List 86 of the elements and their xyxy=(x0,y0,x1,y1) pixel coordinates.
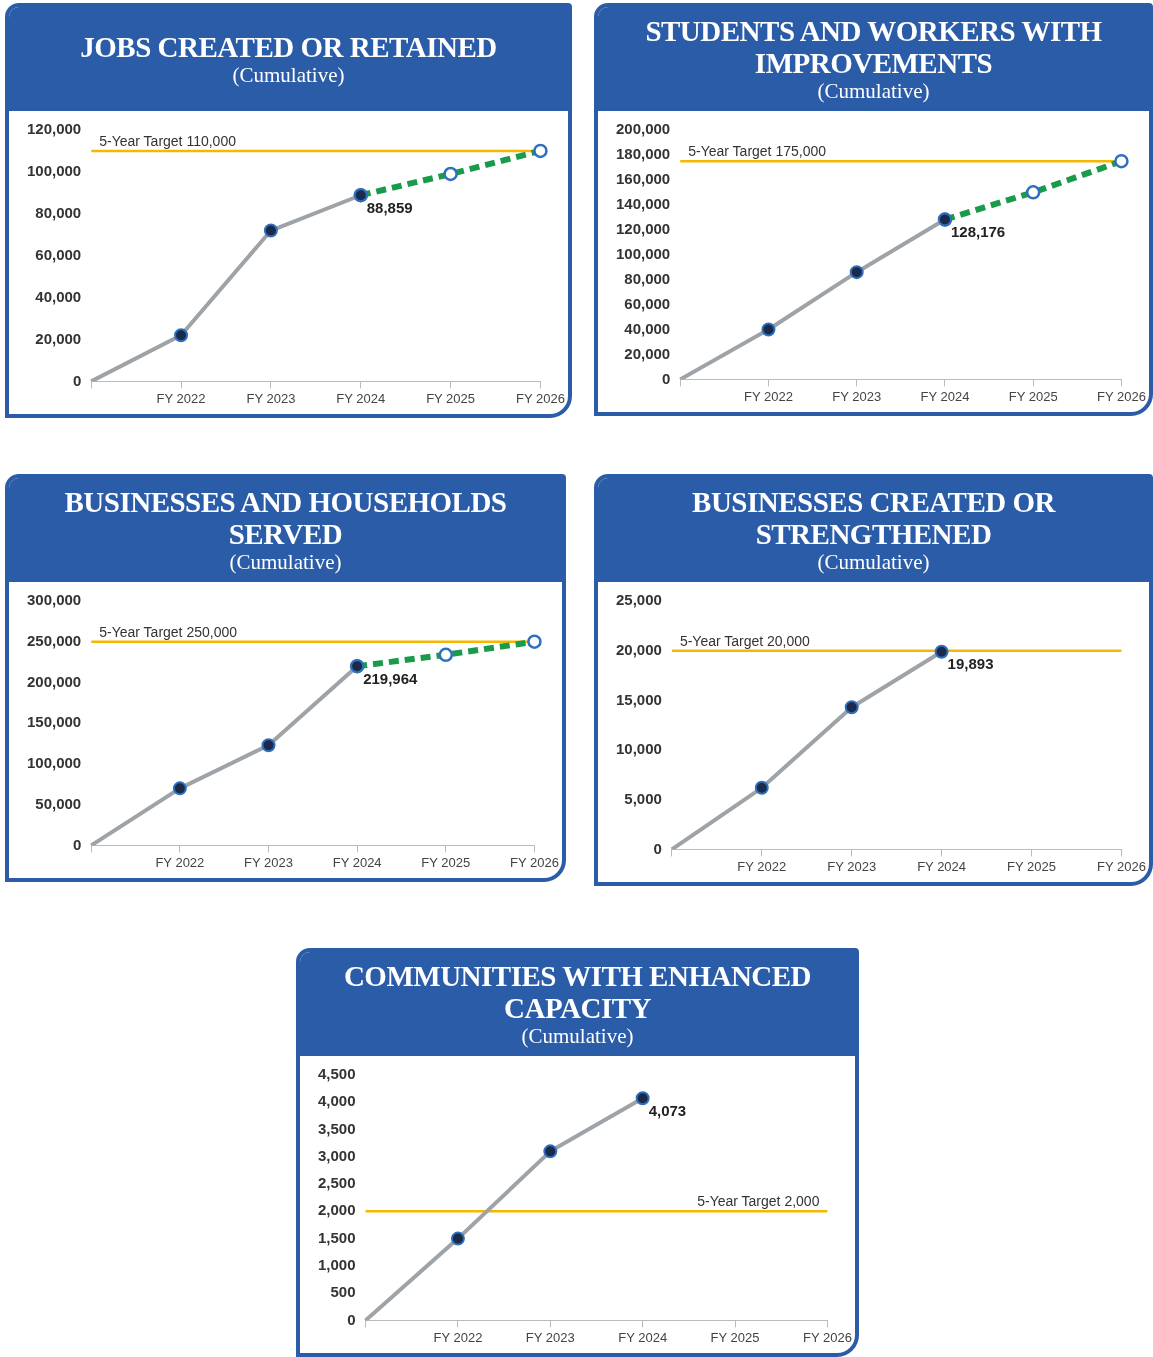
y-tick-label: 180,000 xyxy=(615,145,671,163)
x-tick-label: FY 2026 xyxy=(802,1329,852,1345)
y-tick-label: 100,000 xyxy=(615,244,671,262)
y-tick-label: 2,500 xyxy=(317,1174,356,1192)
x-tick-label: FY 2025 xyxy=(426,390,476,406)
y-tick-label: 80,000 xyxy=(624,269,671,287)
y-tick-label: 1,500 xyxy=(317,1228,356,1246)
x-tick-label: FY 2025 xyxy=(710,1329,760,1345)
y-tick-label: 200,000 xyxy=(26,672,82,690)
x-tick-label: FY 2022 xyxy=(155,854,205,870)
x-tick-label: FY 2025 xyxy=(1007,858,1056,874)
y-tick-label: 0 xyxy=(72,835,82,853)
y-tick-label: 3,000 xyxy=(317,1146,356,1164)
y-tick-label: 0 xyxy=(653,839,662,857)
data-label: 219,964 xyxy=(363,669,419,687)
x-tick-label: FY 2023 xyxy=(246,390,296,406)
x-tick-label: FY 2024 xyxy=(332,854,382,870)
chart-subtitle: (Cumulative) xyxy=(231,63,346,87)
chart-subtitle: (Cumulative) xyxy=(520,1024,635,1048)
x-tick-label: FY 2024 xyxy=(336,390,386,406)
x-tick-label: FY 2024 xyxy=(618,1329,668,1345)
ref-line-label: 5-Year Target 250,000 xyxy=(99,623,238,640)
x-tick-label: FY 2022 xyxy=(737,858,787,874)
y-tick-label: 100,000 xyxy=(26,162,82,180)
y-tick-label: 0 xyxy=(72,371,82,389)
chart-title: BUSINESSES AND HOUSEHOLDS SERVED xyxy=(63,486,508,550)
y-tick-label: 0 xyxy=(347,1310,356,1328)
y-tick-label: 60,000 xyxy=(35,245,82,263)
y-tick-label: 100,000 xyxy=(26,754,82,772)
y-tick-label: 150,000 xyxy=(26,713,82,731)
y-tick-label: 20,000 xyxy=(35,329,82,347)
y-tick-label: 20,000 xyxy=(615,640,662,658)
x-tick-label: FY 2024 xyxy=(920,388,970,404)
x-tick-label: FY 2023 xyxy=(827,858,877,874)
x-tick-label: FY 2022 xyxy=(156,390,206,406)
chart-title: JOBS CREATED OR RETAINED xyxy=(79,31,498,63)
y-tick-label: 5,000 xyxy=(624,789,662,807)
y-tick-label: 60,000 xyxy=(624,294,671,312)
x-tick-label: FY 2023 xyxy=(832,388,882,404)
x-tick-label: FY 2026 xyxy=(515,390,565,406)
chart-title: BUSINESSES CREATED OR STRENGTHENED xyxy=(691,486,1057,550)
y-tick-label: 4,000 xyxy=(317,1092,356,1110)
y-tick-label: 50,000 xyxy=(35,794,82,812)
data-label: 19,893 xyxy=(947,655,994,673)
data-label: 88,859 xyxy=(366,198,413,216)
x-tick-label: FY 2024 xyxy=(917,858,967,874)
y-tick-label: 2,000 xyxy=(317,1201,356,1219)
x-tick-label: FY 2022 xyxy=(744,388,793,404)
x-tick-label: FY 2025 xyxy=(1008,388,1058,404)
chart-subtitle: (Cumulative) xyxy=(816,79,931,103)
y-tick-label: 0 xyxy=(661,369,671,387)
y-tick-label: 160,000 xyxy=(615,170,671,188)
y-tick-label: 20,000 xyxy=(624,344,671,362)
ref-line-label: 5-Year Target 20,000 xyxy=(679,632,811,649)
y-tick-label: 10,000 xyxy=(615,740,662,758)
y-tick-label: 300,000 xyxy=(26,591,82,609)
ref-line-label: 5-Year Target 110,000 xyxy=(99,132,237,149)
y-tick-label: 120,000 xyxy=(615,219,671,237)
x-tick-label: FY 2026 xyxy=(1096,388,1146,404)
x-tick-label: FY 2025 xyxy=(421,854,471,870)
x-tick-label: FY 2023 xyxy=(525,1329,575,1345)
x-tick-label: FY 2023 xyxy=(244,854,293,870)
x-tick-label: FY 2026 xyxy=(1096,858,1146,874)
y-tick-label: 40,000 xyxy=(624,319,671,337)
data-label: 4,073 xyxy=(648,1101,687,1119)
y-tick-label: 15,000 xyxy=(615,690,662,708)
x-tick-label: FY 2026 xyxy=(509,854,559,870)
y-tick-label: 40,000 xyxy=(35,287,82,305)
ref-line-label: 5-Year Target 2,000 xyxy=(697,1193,820,1210)
ref-line-label: 5-Year Target 175,000 xyxy=(688,143,827,160)
y-tick-label: 500 xyxy=(330,1283,356,1301)
chart-title: COMMUNITIES WITH ENHANCED CAPACITY xyxy=(342,960,813,1024)
y-tick-label: 200,000 xyxy=(615,120,671,138)
y-tick-label: 1,000 xyxy=(317,1256,356,1274)
y-tick-label: 250,000 xyxy=(26,631,82,649)
x-tick-label: FY 2022 xyxy=(433,1329,483,1345)
y-tick-label: 120,000 xyxy=(26,120,82,138)
y-tick-label: 3,500 xyxy=(317,1119,356,1137)
data-label: 128,176 xyxy=(950,223,1006,241)
chart-title: STUDENTS AND WORKERS WITH IMPROVEMENTS xyxy=(644,15,1103,79)
chart-subtitle: (Cumulative) xyxy=(816,550,931,574)
y-tick-label: 25,000 xyxy=(615,591,662,609)
y-tick-label: 4,500 xyxy=(317,1065,356,1083)
chart-subtitle: (Cumulative) xyxy=(228,550,343,574)
y-tick-label: 80,000 xyxy=(35,203,82,221)
y-tick-label: 140,000 xyxy=(615,194,671,212)
